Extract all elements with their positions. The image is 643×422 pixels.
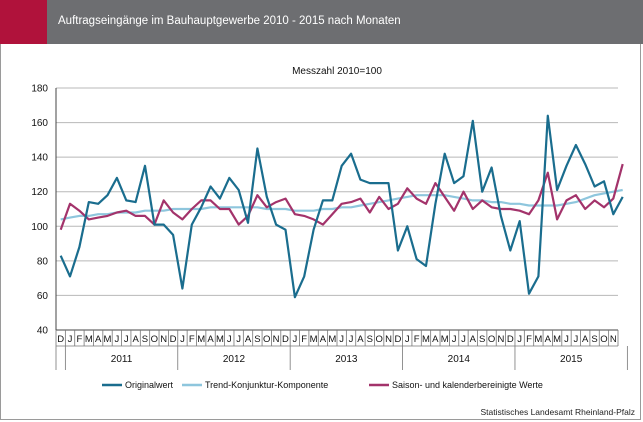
x-month-label: M (197, 334, 205, 345)
x-month-label: A (132, 334, 139, 345)
chart-frame (0, 44, 641, 420)
x-month-label: M (553, 334, 561, 345)
x-month-label: O (375, 334, 382, 345)
x-month-label: A (207, 334, 214, 345)
y-tick-label: 60 (37, 291, 49, 302)
x-year-label: 2012 (223, 354, 246, 365)
x-month-label: M (104, 334, 112, 345)
x-month-label: A (95, 334, 102, 345)
y-tick-label: 80 (37, 256, 49, 267)
y-tick-label: 160 (31, 118, 48, 129)
x-month-label: S (142, 334, 148, 345)
x-month-label: D (394, 334, 401, 345)
x-month-label: M (216, 334, 224, 345)
x-year-label: 2013 (335, 354, 358, 365)
x-month-label: A (582, 334, 589, 345)
series-line-0 (59, 114, 624, 299)
x-month-label: J (124, 334, 129, 345)
x-month-label: F (414, 334, 420, 345)
x-month-label: A (320, 334, 327, 345)
y-tick-label: 40 (37, 326, 49, 337)
x-month-label: D (170, 334, 177, 345)
x-year-label: 2015 (560, 354, 583, 365)
x-month-label: J (517, 334, 522, 345)
x-month-label: J (339, 334, 344, 345)
series-line-1 (60, 188, 623, 221)
x-month-label: J (292, 334, 297, 345)
x-month-label: A (432, 334, 439, 345)
x-month-label: F (526, 334, 532, 345)
legend-label: Trend-Konjunktur-Komponente (205, 380, 328, 390)
x-month-label: N (497, 334, 504, 345)
x-month-label: M (328, 334, 336, 345)
x-month-label: D (282, 334, 289, 345)
source-note: Statistisches Landesamt Rheinland-Pfalz (480, 407, 636, 417)
x-month-label: J (349, 334, 354, 345)
y-tick-label: 180 (31, 84, 48, 95)
x-month-label: J (564, 334, 569, 345)
x-month-label: A (470, 334, 477, 345)
x-month-label: M (310, 334, 318, 345)
x-month-label: O (488, 334, 495, 345)
x-month-label: A (545, 334, 552, 345)
accent-block (0, 0, 47, 44)
x-month-label: N (610, 334, 617, 345)
x-year-label: 2014 (448, 354, 471, 365)
x-month-label: A (245, 334, 252, 345)
x-month-label: O (151, 334, 158, 345)
x-month-label: J (452, 334, 457, 345)
x-month-label: J (68, 334, 73, 345)
x-month-label: M (422, 334, 430, 345)
x-month-label: J (180, 334, 185, 345)
x-month-label: S (591, 334, 597, 345)
x-month-label: F (77, 334, 83, 345)
x-month-label: J (405, 334, 410, 345)
x-month-label: M (85, 334, 93, 345)
x-month-label: A (357, 334, 364, 345)
x-month-label: N (160, 334, 167, 345)
legend-label: Saison- und kalenderbereinigte Werte (392, 380, 543, 390)
x-month-label: S (254, 334, 260, 345)
series-line-2 (59, 163, 624, 231)
x-month-label: J (227, 334, 232, 345)
chart-title: Messzahl 2010=100 (292, 66, 382, 77)
title-bar (0, 0, 643, 44)
x-month-label: J (115, 334, 120, 345)
page-title: Auftragseingänge im Bauhauptgewerbe 2010… (58, 15, 401, 27)
x-month-label: O (263, 334, 270, 345)
x-month-label: N (273, 334, 280, 345)
x-month-label: J (461, 334, 466, 345)
x-month-label: F (189, 334, 195, 345)
y-tick-label: 100 (31, 222, 48, 233)
y-tick-label: 120 (31, 187, 48, 198)
x-month-label: F (301, 334, 307, 345)
x-month-label: O (600, 334, 607, 345)
x-month-label: J (573, 334, 578, 345)
x-month-label: S (479, 334, 485, 345)
x-month-label: M (534, 334, 542, 345)
legend-label: Originalwert (125, 380, 174, 390)
x-month-label: D (507, 334, 514, 345)
x-month-label: D (57, 334, 64, 345)
x-year-label: 2011 (111, 354, 133, 365)
y-tick-label: 140 (31, 153, 48, 164)
x-month-label: N (385, 334, 392, 345)
x-month-label: J (236, 334, 241, 345)
x-month-label: S (367, 334, 373, 345)
x-month-label: M (441, 334, 449, 345)
